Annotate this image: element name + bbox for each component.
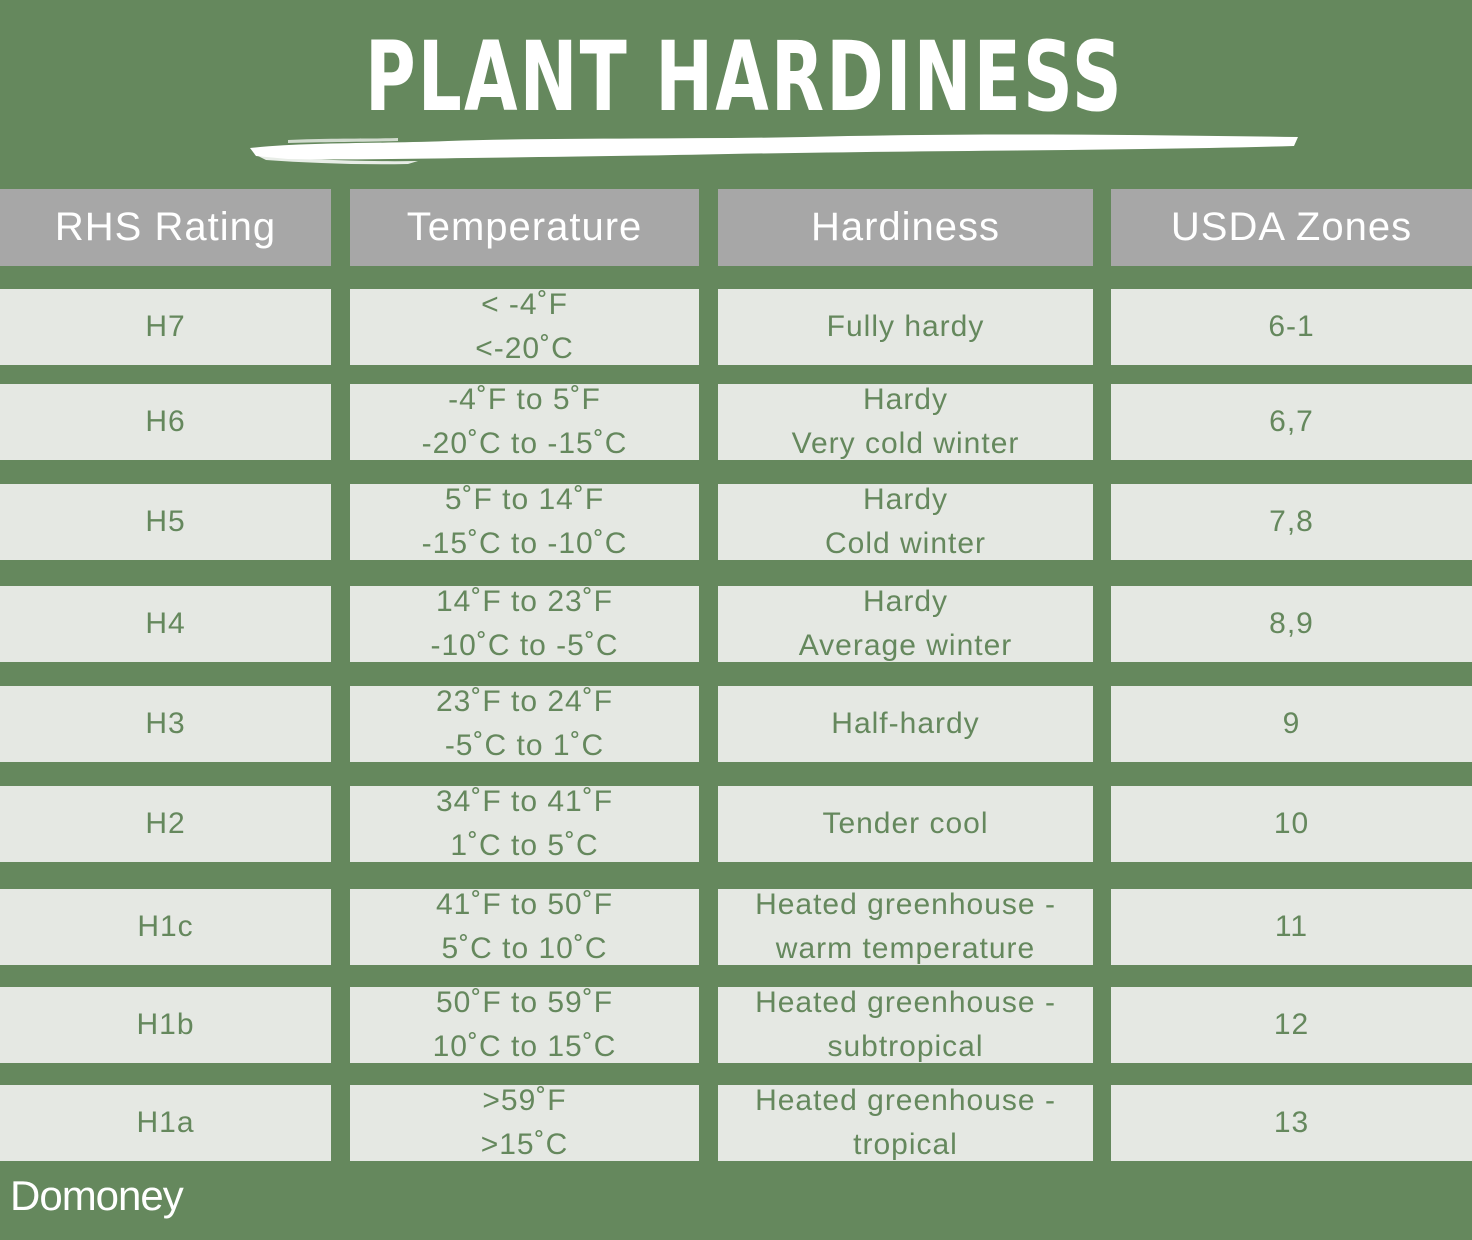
cell-hardiness: Heated greenhouse - tropical (718, 1085, 1093, 1161)
cell-hardiness: Fully hardy (718, 289, 1093, 365)
cell-hardiness: Hardy Average winter (718, 586, 1093, 662)
cell-line: -15˚C to -10˚C (421, 527, 628, 560)
cell-line: Half-hardy (831, 707, 980, 740)
cell-hardiness: Heated greenhouse - warm temperature (718, 889, 1093, 965)
cell-line: 14˚F to 23˚F (435, 586, 614, 618)
cell-usda-zones: 6,7 (1111, 384, 1472, 460)
cell-line: <-20˚C (475, 332, 574, 365)
cell-rhs-rating: H3 (0, 686, 331, 762)
cell-line: 34˚F to 41˚F (435, 786, 614, 818)
cell-temperature: 50˚F to 59˚F 10˚C to 15˚C (350, 987, 699, 1063)
cell-temperature: 34˚F to 41˚F 1˚C to 5˚C (350, 786, 699, 862)
cell-temperature: < -4˚F <-20˚C (350, 289, 699, 365)
cell-line: >59˚F (482, 1085, 567, 1117)
header-rhs-rating: RHS Rating (0, 189, 331, 266)
cell-line: Hardy (862, 384, 948, 416)
cell-usda-zones: 12 (1111, 987, 1472, 1063)
cell-hardiness: Hardy Very cold winter (718, 384, 1093, 460)
header-temperature: Temperature (350, 189, 699, 266)
cell-line: Average winter (798, 629, 1013, 662)
cell-line: Hardy (862, 586, 949, 618)
cell-usda-zones: 6-1 (1111, 289, 1472, 365)
cell-line: 10˚C to 15˚C (432, 1030, 617, 1063)
cell-usda-zones: 8,9 (1111, 586, 1472, 662)
brush-stroke-underline (250, 134, 1298, 165)
cell-usda-zones: 10 (1111, 786, 1472, 862)
cell-line: >15˚C (480, 1128, 569, 1161)
cell-line: Tender cool (822, 807, 989, 840)
cell-hardiness: Heated greenhouse - subtropical (718, 987, 1093, 1063)
cell-line: 5˚C to 10˚C (441, 932, 608, 965)
cell-temperature: 5˚F to 14˚F -15˚C to -10˚C (350, 484, 699, 560)
cell-line: Heated greenhouse - (755, 987, 1056, 1019)
cell-usda-zones: 13 (1111, 1085, 1472, 1161)
cell-temperature: >59˚F >15˚C (350, 1085, 699, 1161)
cell-line: Heated greenhouse - (755, 889, 1056, 921)
cell-line: Cold winter (824, 527, 987, 560)
cell-line: -4˚F to 5˚F (448, 384, 601, 416)
cell-rhs-rating: H7 (0, 289, 331, 365)
cell-line: -5˚C to 1˚C (444, 729, 605, 762)
cell-hardiness: Tender cool (718, 786, 1093, 862)
cell-line: 23˚F to 24˚F (435, 686, 614, 718)
cell-usda-zones: 9 (1111, 686, 1472, 762)
header-hardiness: Hardiness (718, 189, 1093, 266)
cell-line: tropical (853, 1128, 958, 1161)
cell-line: warm temperature (775, 932, 1036, 965)
cell-line: subtropical (827, 1030, 984, 1063)
cell-line: -20˚C to -15˚C (421, 427, 628, 460)
cell-usda-zones: 11 (1111, 889, 1472, 965)
cell-temperature: 14˚F to 23˚F -10˚C to -5˚C (350, 586, 699, 662)
cell-line: Fully hardy (826, 310, 985, 343)
cell-rhs-rating: H6 (0, 384, 331, 460)
cell-line: 1˚C to 5˚C (450, 829, 599, 862)
cell-temperature: -4˚F to 5˚F -20˚C to -15˚C (350, 384, 699, 460)
cell-line: -10˚C to -5˚C (430, 629, 619, 662)
cell-line: Very cold winter (791, 427, 1020, 460)
cell-rhs-rating: H1b (0, 987, 331, 1063)
cell-hardiness: Hardy Cold winter (718, 484, 1093, 560)
cell-line: 41˚F to 50˚F (435, 889, 614, 921)
cell-line: < -4˚F (481, 289, 568, 321)
header-usda-zones: USDA Zones (1111, 189, 1472, 266)
cell-line: 50˚F to 59˚F (435, 987, 614, 1019)
cell-rhs-rating: H2 (0, 786, 331, 862)
cell-rhs-rating: H1a (0, 1085, 331, 1161)
cell-rhs-rating: H4 (0, 586, 331, 662)
cell-line: Heated greenhouse - (755, 1085, 1056, 1117)
cell-rhs-rating: H1c (0, 889, 331, 965)
page-title: PLANT HARDINESS (364, 21, 1124, 133)
cell-line: Hardy (862, 484, 949, 516)
cell-usda-zones: 7,8 (1111, 484, 1472, 560)
cell-rhs-rating: H5 (0, 484, 331, 560)
cell-temperature: 23˚F to 24˚F -5˚C to 1˚C (350, 686, 699, 762)
cell-hardiness: Half-hardy (718, 686, 1093, 762)
cell-line: 5˚F to 14˚F (444, 484, 605, 516)
cell-temperature: 41˚F to 50˚F 5˚C to 10˚C (350, 889, 699, 965)
brand-logo: Domoney (10, 1172, 184, 1219)
